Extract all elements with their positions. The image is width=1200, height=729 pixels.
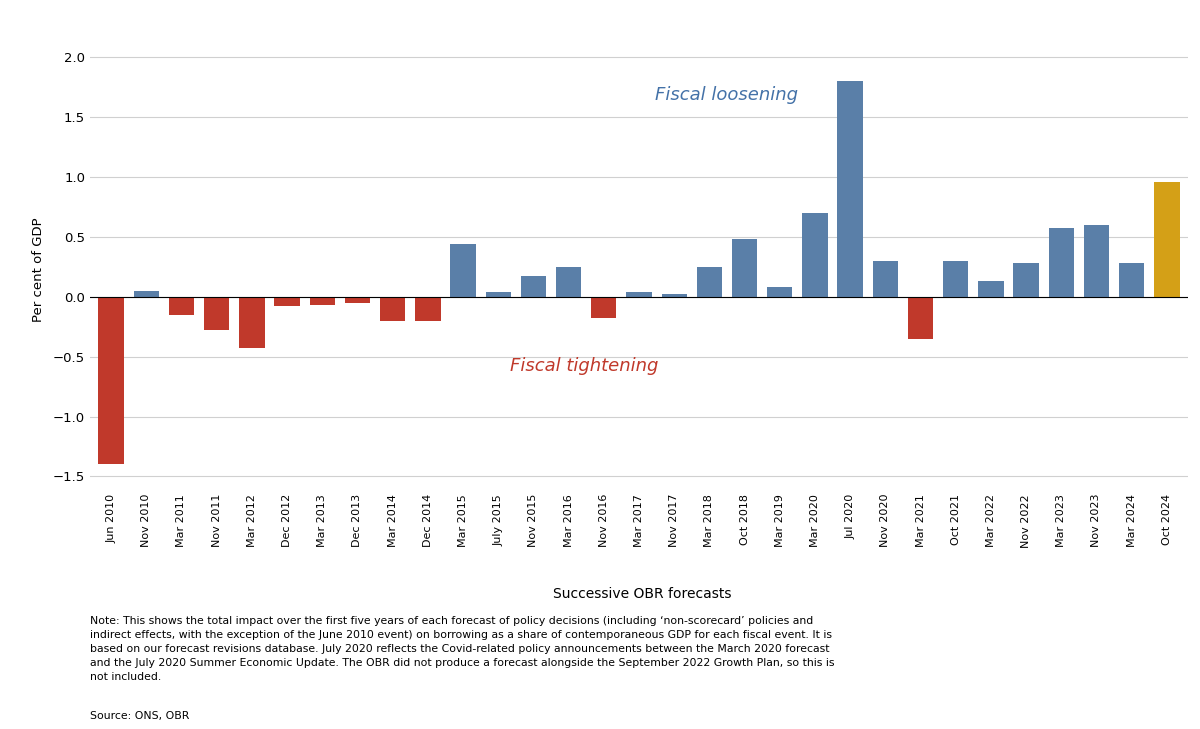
Text: Source: ONS, OBR: Source: ONS, OBR	[90, 711, 190, 721]
Bar	[1014, 263, 1039, 297]
Bar	[239, 297, 264, 348]
Bar	[732, 239, 757, 297]
Bar	[838, 81, 863, 297]
Bar	[521, 276, 546, 297]
Bar	[450, 244, 475, 297]
Text: Successive OBR forecasts: Successive OBR forecasts	[553, 587, 731, 601]
Bar	[908, 297, 934, 339]
Bar	[1120, 263, 1145, 297]
Bar	[767, 287, 792, 297]
Bar	[204, 297, 229, 330]
Bar	[1049, 228, 1074, 297]
Bar	[133, 291, 158, 297]
Bar	[978, 281, 1003, 297]
Bar	[661, 295, 686, 297]
Bar	[275, 297, 300, 306]
Text: Fiscal tightening: Fiscal tightening	[510, 357, 659, 375]
Bar	[380, 297, 406, 321]
Bar	[310, 297, 335, 305]
Bar	[872, 261, 898, 297]
Y-axis label: Per cent of GDP: Per cent of GDP	[31, 217, 44, 322]
Bar	[803, 213, 828, 297]
Bar	[344, 297, 370, 303]
Bar	[1084, 225, 1109, 297]
Bar	[486, 292, 511, 297]
Bar	[1154, 182, 1180, 297]
Bar	[697, 267, 722, 297]
Bar	[415, 297, 440, 321]
Bar	[98, 297, 124, 464]
Bar	[556, 267, 581, 297]
Bar	[943, 261, 968, 297]
Bar	[592, 297, 617, 319]
Bar	[626, 292, 652, 297]
Bar	[169, 297, 194, 315]
Text: Note: This shows the total impact over the first five years of each forecast of : Note: This shows the total impact over t…	[90, 616, 834, 682]
Text: Fiscal loosening: Fiscal loosening	[655, 86, 798, 104]
